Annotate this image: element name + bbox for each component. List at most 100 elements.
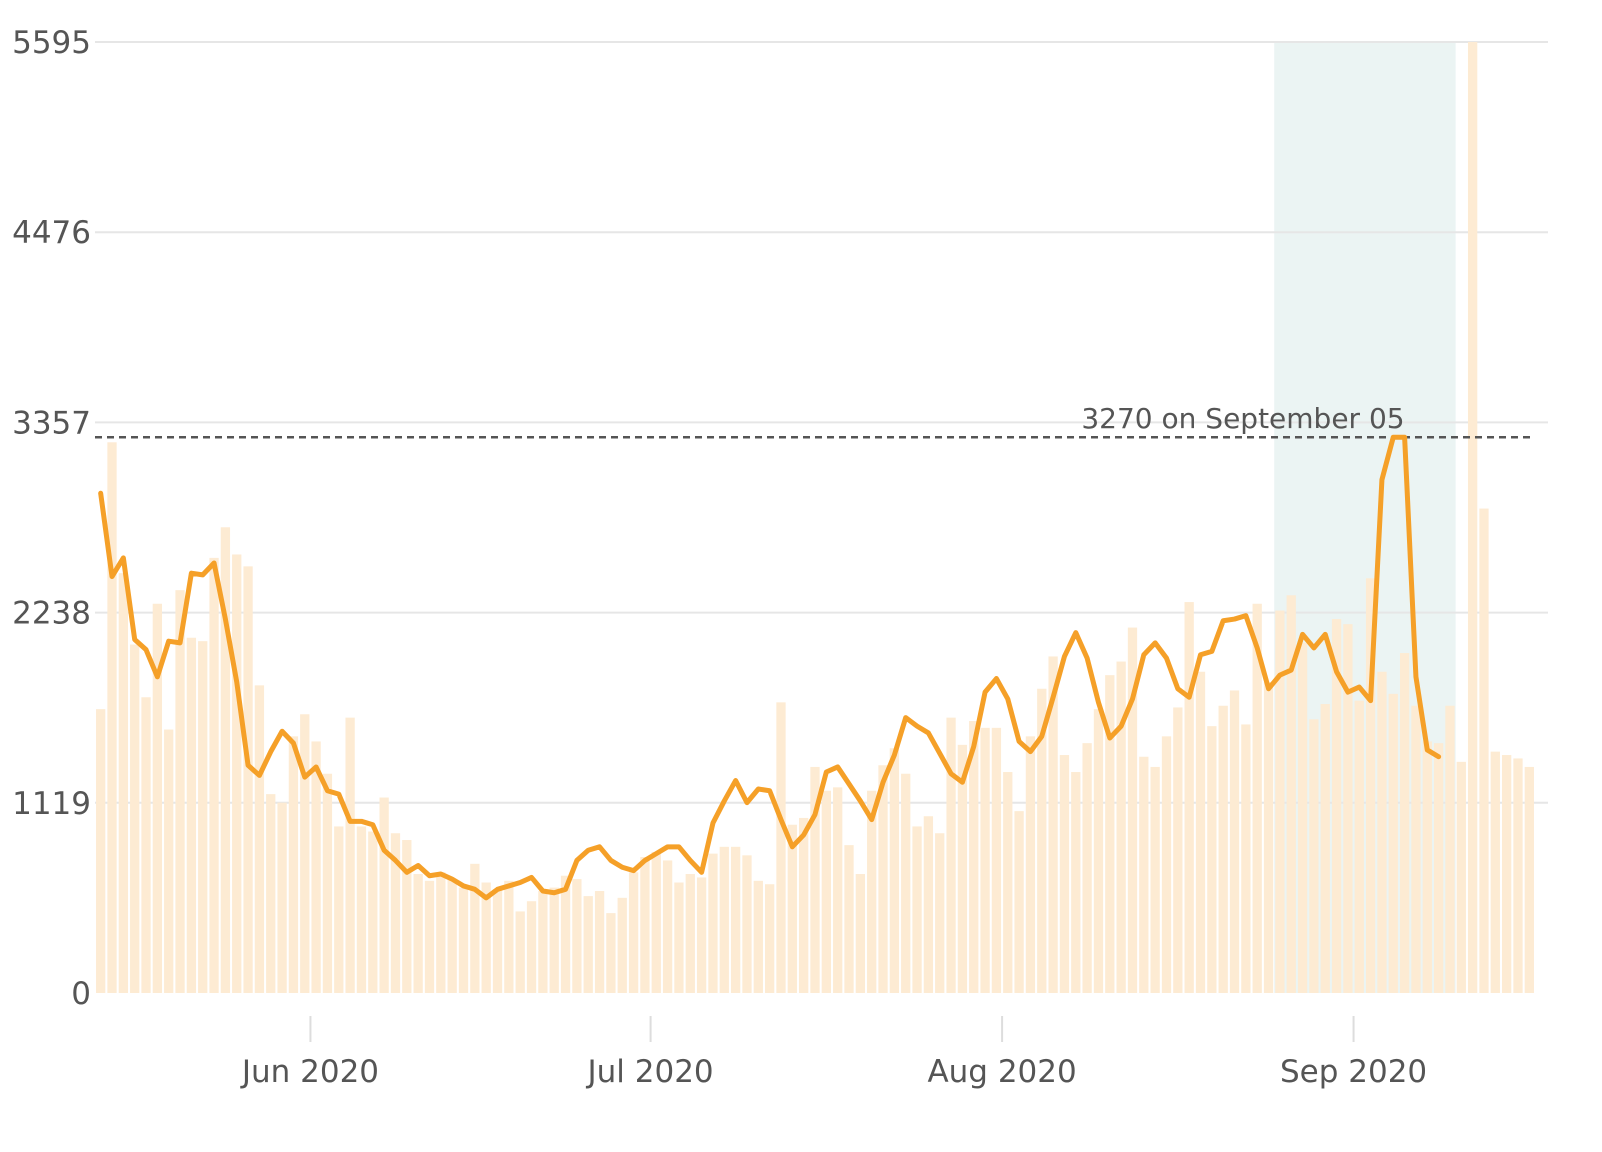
- daily-bar: [1105, 675, 1115, 993]
- daily-bar: [470, 863, 480, 993]
- daily-bar: [1207, 726, 1217, 993]
- daily-bar: [753, 880, 763, 993]
- daily-bar: [175, 590, 185, 993]
- daily-bar: [1229, 690, 1240, 993]
- daily-bar: [379, 797, 389, 993]
- daily-bar: [980, 727, 990, 993]
- y-tick-label: 0: [71, 976, 91, 1012]
- daily-bar: [1365, 578, 1376, 993]
- daily-bar: [1071, 772, 1081, 993]
- daily-bar: [1377, 671, 1387, 993]
- daily-bar: [1445, 705, 1455, 993]
- daily-bar: [549, 887, 559, 993]
- daily-bar: [1059, 755, 1070, 993]
- daily-bar: [368, 831, 378, 993]
- gridlines: [95, 41, 1548, 804]
- daily-bar: [152, 603, 163, 993]
- daily-bar: [889, 748, 900, 993]
- daily-bar: [413, 874, 423, 993]
- daily-bar: [198, 641, 208, 993]
- daily-bar: [799, 817, 809, 993]
- daily-bar: [1490, 751, 1500, 993]
- bar-series: [96, 42, 1534, 993]
- daily-bar: [833, 787, 843, 993]
- daily-bar: [266, 794, 276, 993]
- daily-bar: [1422, 741, 1432, 993]
- daily-bar: [130, 644, 140, 993]
- daily-bar: [1275, 610, 1285, 993]
- daily-bar: [1524, 766, 1534, 993]
- daily-bar: [1433, 743, 1444, 993]
- daily-bar: [164, 729, 174, 993]
- y-axis-tick-labels: 0 1119 2238 3357 4476 5595: [12, 25, 91, 1012]
- daily-bar: [1195, 671, 1206, 993]
- daily-bar: [1037, 688, 1047, 993]
- daily-bar: [583, 896, 593, 993]
- daily-bar: [1093, 709, 1104, 993]
- daily-bar: [1286, 595, 1296, 993]
- daily-bar: [708, 853, 718, 993]
- daily-bar: [1354, 700, 1364, 993]
- max-annotation-label: 3270 on September 05: [1081, 402, 1404, 435]
- daily-bar: [640, 857, 650, 993]
- daily-bar: [821, 790, 831, 993]
- daily-bar: [232, 554, 242, 993]
- y-tick-label: 3357: [12, 405, 91, 441]
- daily-bar: [1513, 758, 1523, 993]
- daily-bar: [1150, 766, 1160, 993]
- daily-bar: [1082, 743, 1092, 993]
- daily-bar: [696, 877, 707, 993]
- daily-bar: [685, 874, 695, 993]
- daily-bar: [1456, 761, 1466, 993]
- daily-bar: [254, 685, 265, 993]
- daily-bar: [957, 744, 968, 993]
- daily-bar: [1479, 508, 1489, 993]
- daily-bar: [1014, 811, 1024, 993]
- daily-bar: [1139, 756, 1149, 993]
- trend-line: [98, 434, 1442, 901]
- daily-bar: [1388, 693, 1398, 993]
- daily-bar: [969, 721, 979, 993]
- daily-bar: [436, 872, 446, 993]
- daily-bar: [787, 824, 797, 993]
- daily-bar: [96, 709, 106, 993]
- daily-bar: [878, 765, 888, 993]
- daily-bar: [390, 833, 401, 993]
- daily-bar: [1309, 719, 1319, 993]
- line-series: [98, 434, 1442, 901]
- daily-bar: [424, 880, 435, 993]
- daily-bar: [356, 826, 367, 993]
- daily-bar: [277, 802, 287, 993]
- x-axis-tick-marks: [309, 1016, 1355, 1042]
- daily-bar: [186, 637, 197, 993]
- daily-bar: [334, 826, 344, 993]
- daily-bar: [730, 846, 741, 993]
- daily-bar: [526, 901, 537, 993]
- daily-bar: [1467, 42, 1478, 993]
- x-tick-label: Jul 2020: [586, 1054, 714, 1090]
- daily-bar: [1218, 705, 1228, 993]
- x-tick-label: Jun 2020: [240, 1054, 379, 1090]
- daily-bar: [288, 736, 299, 993]
- daily-bar: [107, 442, 117, 993]
- daily-bar: [844, 845, 854, 993]
- y-tick-label: 2238: [12, 596, 91, 632]
- daily-bar: [1241, 724, 1251, 993]
- daily-bar: [492, 889, 503, 993]
- daily-bar: [1411, 705, 1421, 993]
- daily-bar: [481, 882, 491, 993]
- daily-bar: [118, 573, 128, 993]
- daily-bar: [674, 882, 684, 993]
- daily-bar: [606, 913, 616, 993]
- y-tick-label: 4476: [12, 215, 91, 251]
- daily-bar: [651, 851, 661, 993]
- daily-bar: [1502, 755, 1512, 993]
- x-tick-label: Aug 2020: [927, 1054, 1076, 1090]
- daily-bar: [1297, 642, 1308, 993]
- daily-bar: [402, 840, 412, 993]
- daily-bar: [345, 717, 355, 993]
- y-tick-label: 5595: [12, 25, 91, 61]
- daily-bar: [1127, 627, 1138, 993]
- daily-bar: [209, 557, 219, 993]
